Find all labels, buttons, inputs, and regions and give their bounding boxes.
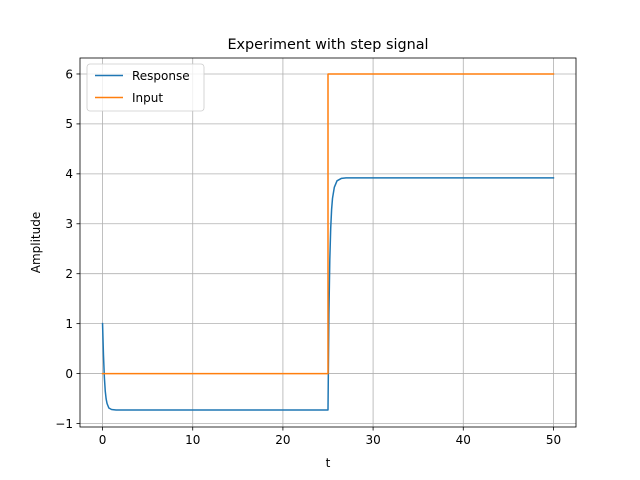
x-tick-label: 40 [456,433,471,447]
x-axis-label: t [326,456,331,470]
y-tick-label: 3 [65,217,73,231]
x-tick-label: 10 [185,433,200,447]
series-line-input [101,73,555,375]
y-tick-label: 2 [65,267,73,281]
x-tick-label: 50 [546,433,561,447]
y-tick-label: 5 [65,117,73,131]
y-tick-label: 0 [65,367,73,381]
series-line-response [101,177,555,411]
y-axis-label: Amplitude [29,212,43,274]
y-tick-label: 1 [65,317,73,331]
chart-title: Experiment with step signal [227,37,428,53]
series-layer [101,73,555,411]
y-tick-label: 4 [65,167,73,181]
x-tick-label: 20 [275,433,290,447]
y-tick-label: 6 [65,67,73,81]
x-tick-label: 30 [365,433,380,447]
ticks: 0 10 20 30 40 50 −1 0 1 2 3 4 5 6 [55,67,561,447]
y-tick-label: −1 [55,417,73,431]
legend: Response Input [86,63,205,112]
legend-label: Response [132,69,190,83]
x-tick-label: 0 [99,433,107,447]
plot-frame [79,57,577,428]
legend-label: Input [132,91,163,105]
